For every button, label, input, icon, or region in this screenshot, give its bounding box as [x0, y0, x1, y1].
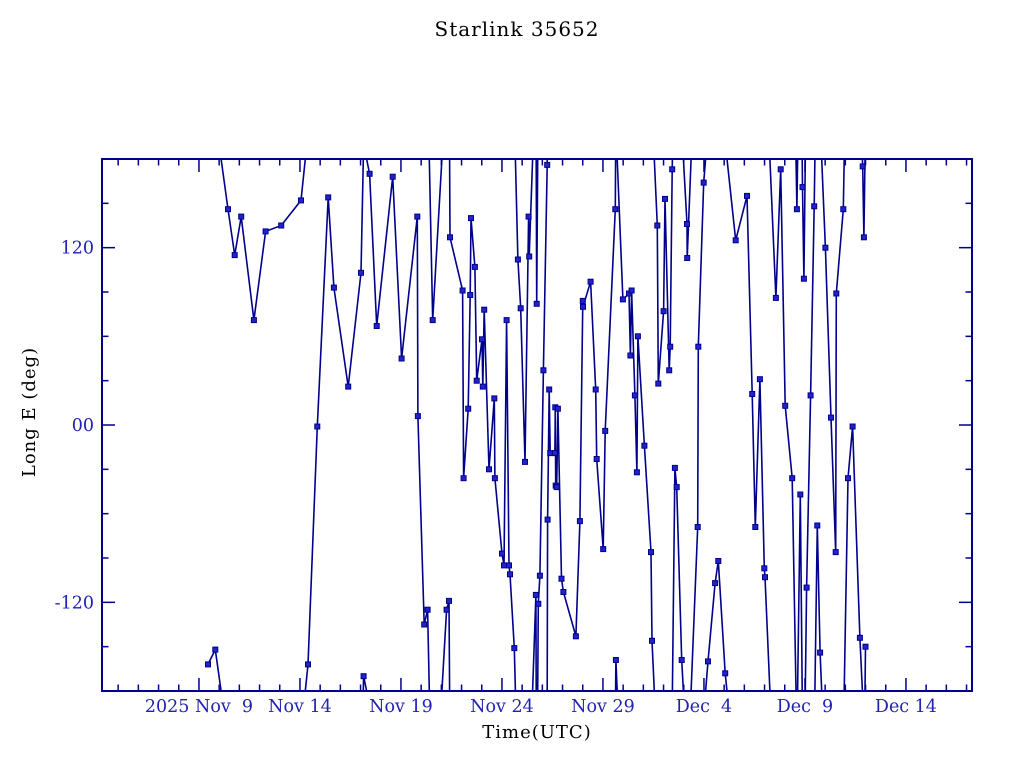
- svg-text:00: 00: [72, 416, 94, 436]
- svg-text:2025 Nov 9: 2025 Nov 9: [145, 697, 253, 717]
- svg-text:Dec 9: Dec 9: [777, 697, 833, 717]
- svg-text:Dec 4: Dec 4: [676, 697, 732, 717]
- svg-text:Nov 29: Nov 29: [571, 697, 635, 717]
- svg-text:Dec 14: Dec 14: [875, 697, 937, 717]
- x-axis-label: Time(UTC): [482, 722, 592, 743]
- chart-title: Starlink 35652: [434, 17, 600, 41]
- svg-text:Nov 14: Nov 14: [268, 697, 332, 717]
- svg-text:120: 120: [61, 239, 94, 259]
- svg-text:Nov 19: Nov 19: [369, 697, 433, 717]
- svg-text:Nov 24: Nov 24: [470, 697, 534, 717]
- svg-text:-120: -120: [55, 593, 94, 613]
